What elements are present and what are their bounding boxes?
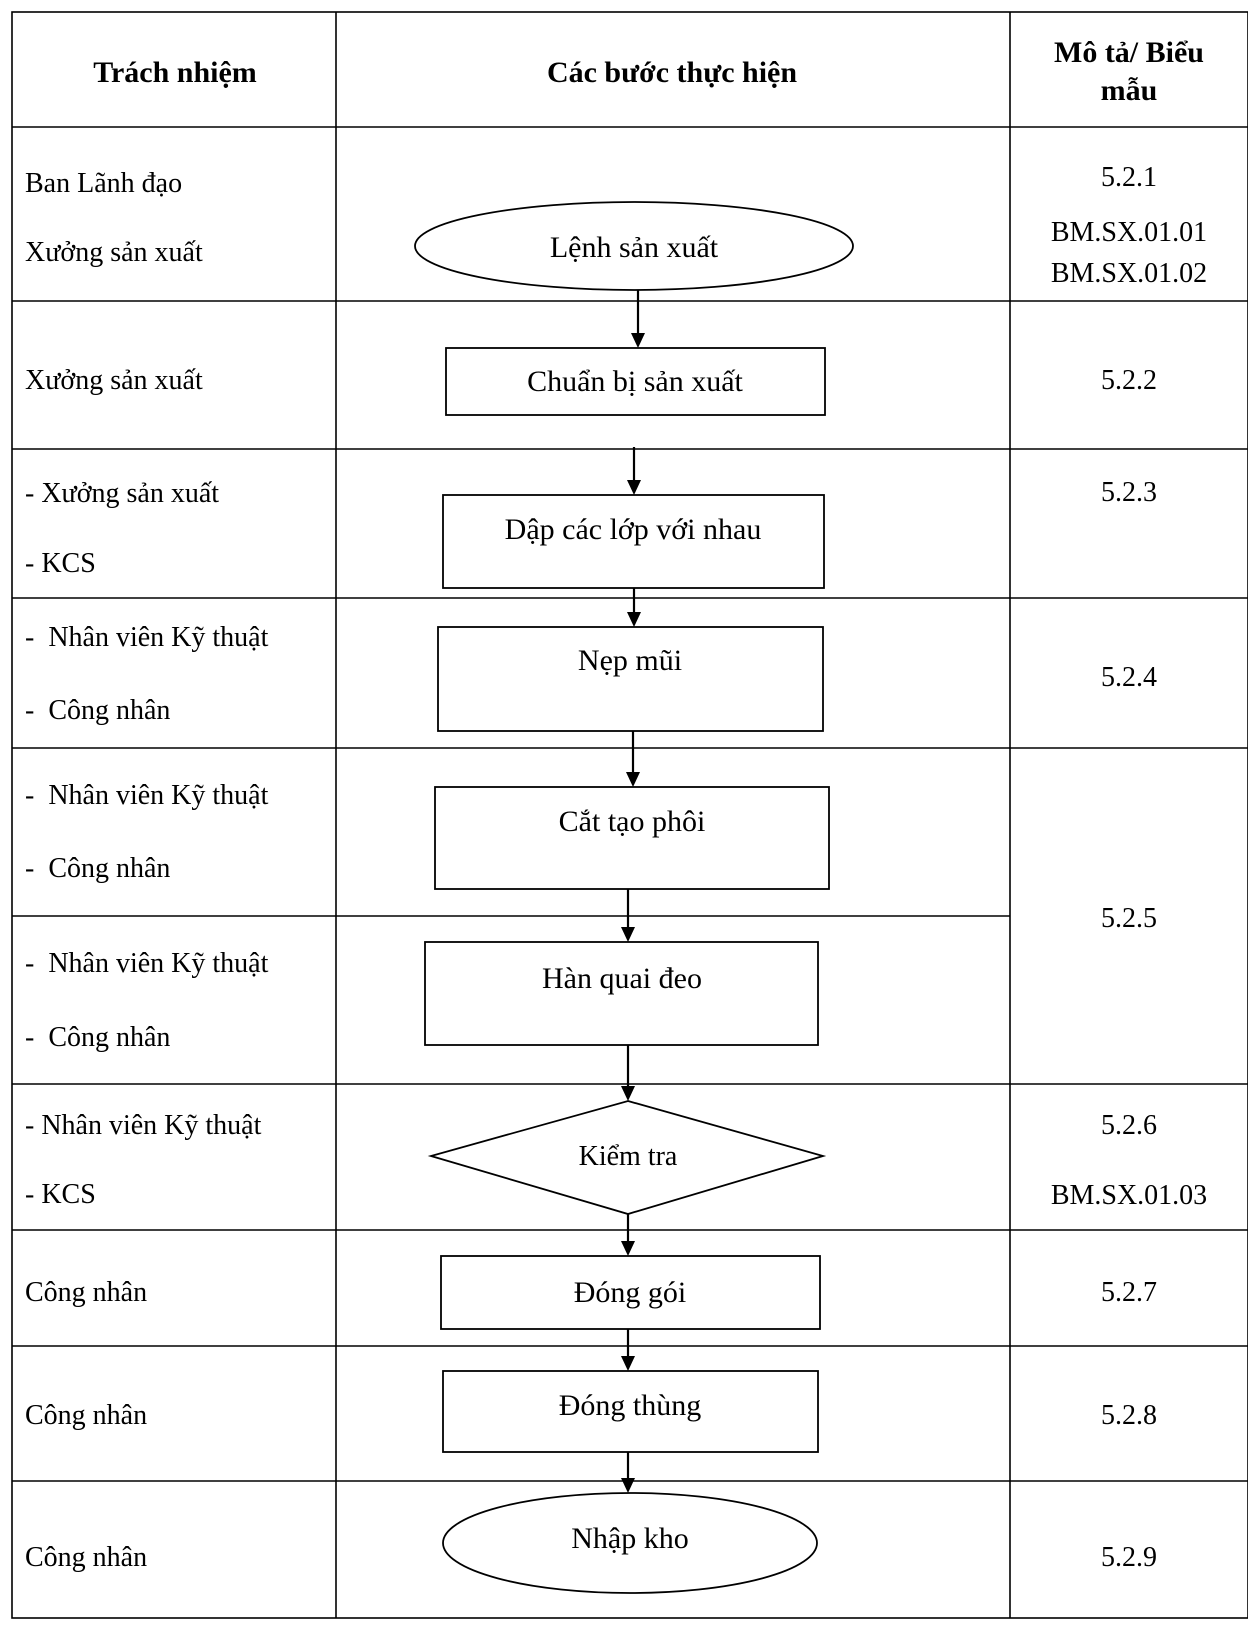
box-label: Đóng thùng xyxy=(559,1389,702,1422)
responsibility-5-line1: - Nhân viên Kỹ thuật xyxy=(25,780,269,811)
cut-blank-label: Cắt tạo phôi xyxy=(559,805,706,838)
description-6-line1: 5.2.6 xyxy=(1101,1110,1157,1141)
start-label: Lệnh sản xuất xyxy=(550,231,719,264)
inspect-decision-node: Kiểm tra xyxy=(427,1100,827,1215)
description-6-line2: BM.SX.01.03 xyxy=(1051,1180,1207,1211)
connector-8 xyxy=(621,1329,635,1371)
cut-blank-node: Cắt tạo phôi xyxy=(434,786,830,890)
responsibility-10-line1: Công nhân xyxy=(25,1542,147,1573)
nose-clip-node: Nẹp mũi xyxy=(437,626,824,732)
connector-6 xyxy=(621,1045,635,1101)
responsibility-7-line2: - KCS xyxy=(25,1179,96,1210)
connector-7 xyxy=(621,1214,635,1256)
connector-4 xyxy=(626,731,640,787)
connector-3 xyxy=(627,588,641,627)
description-3: 5.2.3 xyxy=(1101,477,1157,508)
description-1-line3: BM.SX.01.02 xyxy=(1051,258,1207,289)
responsibility-6-line2: - Công nhân xyxy=(25,1022,170,1053)
responsibility-2-line1: Xưởng sản xuất xyxy=(25,365,203,396)
nose-clip-label: Nẹp mũi xyxy=(578,644,682,677)
weld-strap-node: Hàn quai đeo xyxy=(424,941,819,1046)
responsibility-9-line1: Công nhân xyxy=(25,1400,147,1431)
box-node: Đóng thùng xyxy=(442,1370,819,1453)
responsibility-3-line1: - Xưởng sản xuất xyxy=(25,478,219,509)
header-row: Trách nhiệm Các bước thực hiện Mô tả/ Bi… xyxy=(93,36,1204,107)
description-5: 5.2.5 xyxy=(1101,903,1157,934)
header-description-line1: Mô tả/ Biểu xyxy=(1054,36,1204,69)
description-1-line1: 5.2.1 xyxy=(1101,162,1157,193)
description-column: 5.2.1 BM.SX.01.01 BM.SX.01.02 5.2.2 5.2.… xyxy=(1051,162,1207,1573)
description-9: 5.2.9 xyxy=(1101,1542,1157,1573)
header-description-line2: mẫu xyxy=(1101,74,1158,107)
description-2: 5.2.2 xyxy=(1101,365,1157,396)
header-responsibility: Trách nhiệm xyxy=(93,56,257,89)
responsibility-column: Ban Lãnh đạo Xưởng sản xuất Xưởng sản xu… xyxy=(25,168,269,1573)
pack-node: Đóng gói xyxy=(440,1255,821,1330)
responsibility-4-line1: - Nhân viên Kỹ thuật xyxy=(25,622,269,653)
header-steps: Các bước thực hiện xyxy=(547,56,797,89)
responsibility-4-line2: - Công nhân xyxy=(25,695,170,726)
start-ellipse xyxy=(414,201,854,291)
connector-9 xyxy=(621,1452,635,1493)
responsibility-5-line2: - Công nhân xyxy=(25,853,170,884)
responsibility-3-line2: - KCS xyxy=(25,548,96,579)
start-node: Lệnh sản xuất xyxy=(414,201,854,291)
connector-2 xyxy=(627,447,641,495)
description-1-line2: BM.SX.01.01 xyxy=(1051,217,1207,248)
store-label: Nhập kho xyxy=(571,1522,688,1555)
connector-1 xyxy=(631,290,645,348)
prepare-label: Chuẩn bị sản xuất xyxy=(527,365,743,398)
press-layers-node: Dập các lớp với nhau xyxy=(442,494,825,589)
description-7: 5.2.7 xyxy=(1101,1277,1157,1308)
weld-strap-label: Hàn quai đeo xyxy=(542,962,702,995)
responsibility-6-line1: - Nhân viên Kỹ thuật xyxy=(25,948,269,979)
connector-5 xyxy=(621,889,635,942)
end-ellipse xyxy=(442,1492,818,1594)
press-layers-label: Dập các lớp với nhau xyxy=(505,513,762,546)
pack-label: Đóng gói xyxy=(574,1276,687,1309)
inspect-label: Kiểm tra xyxy=(579,1141,678,1172)
responsibility-7-line1: - Nhân viên Kỹ thuật xyxy=(25,1110,262,1141)
flow-connectors xyxy=(621,290,645,1493)
responsibility-8-line1: Công nhân xyxy=(25,1277,147,1308)
description-8: 5.2.8 xyxy=(1101,1400,1157,1431)
responsibility-1-line1: Ban Lãnh đạo xyxy=(25,168,182,199)
prepare-node: Chuẩn bị sản xuất xyxy=(445,347,826,416)
description-4: 5.2.4 xyxy=(1101,662,1157,693)
store-node: Nhập kho xyxy=(442,1492,818,1594)
flow-nodes: Lệnh sản xuất Chuẩn bị sản xuất Dập các … xyxy=(414,201,854,1594)
responsibility-1-line2: Xưởng sản xuất xyxy=(25,237,203,268)
